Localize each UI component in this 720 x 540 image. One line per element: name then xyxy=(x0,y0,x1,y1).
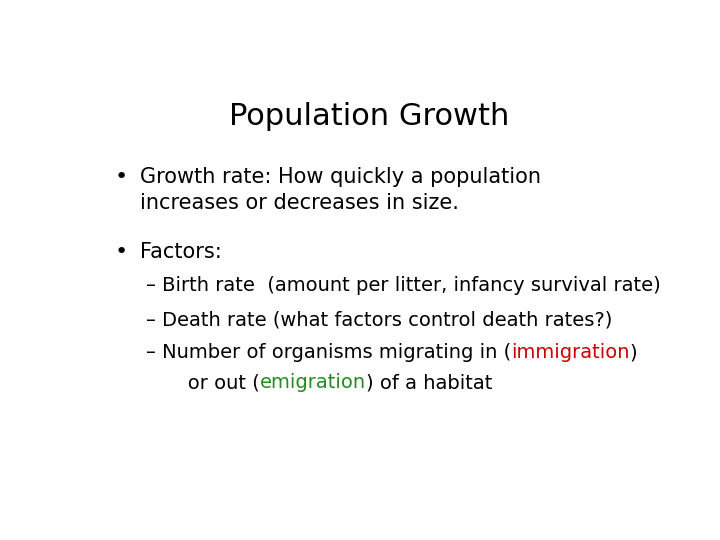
Text: Population Growth: Population Growth xyxy=(229,102,509,131)
Text: ): ) xyxy=(629,343,637,362)
Text: – Death rate (what factors control death rates?): – Death rate (what factors control death… xyxy=(145,310,612,329)
Text: – Birth rate  (amount per litter, infancy survival rate): – Birth rate (amount per litter, infancy… xyxy=(145,276,660,295)
Text: Factors:: Factors: xyxy=(140,241,222,261)
Text: or out (: or out ( xyxy=(169,373,260,393)
Text: •: • xyxy=(115,167,128,187)
Text: emigration: emigration xyxy=(260,373,366,393)
Text: – Number of organisms migrating in (: – Number of organisms migrating in ( xyxy=(145,343,511,362)
Text: •: • xyxy=(115,241,128,261)
Text: immigration: immigration xyxy=(511,343,629,362)
Text: Growth rate: How quickly a population: Growth rate: How quickly a population xyxy=(140,167,541,187)
Text: increases or decreases in size.: increases or decreases in size. xyxy=(140,193,459,213)
Text: ) of a habitat: ) of a habitat xyxy=(366,373,492,393)
